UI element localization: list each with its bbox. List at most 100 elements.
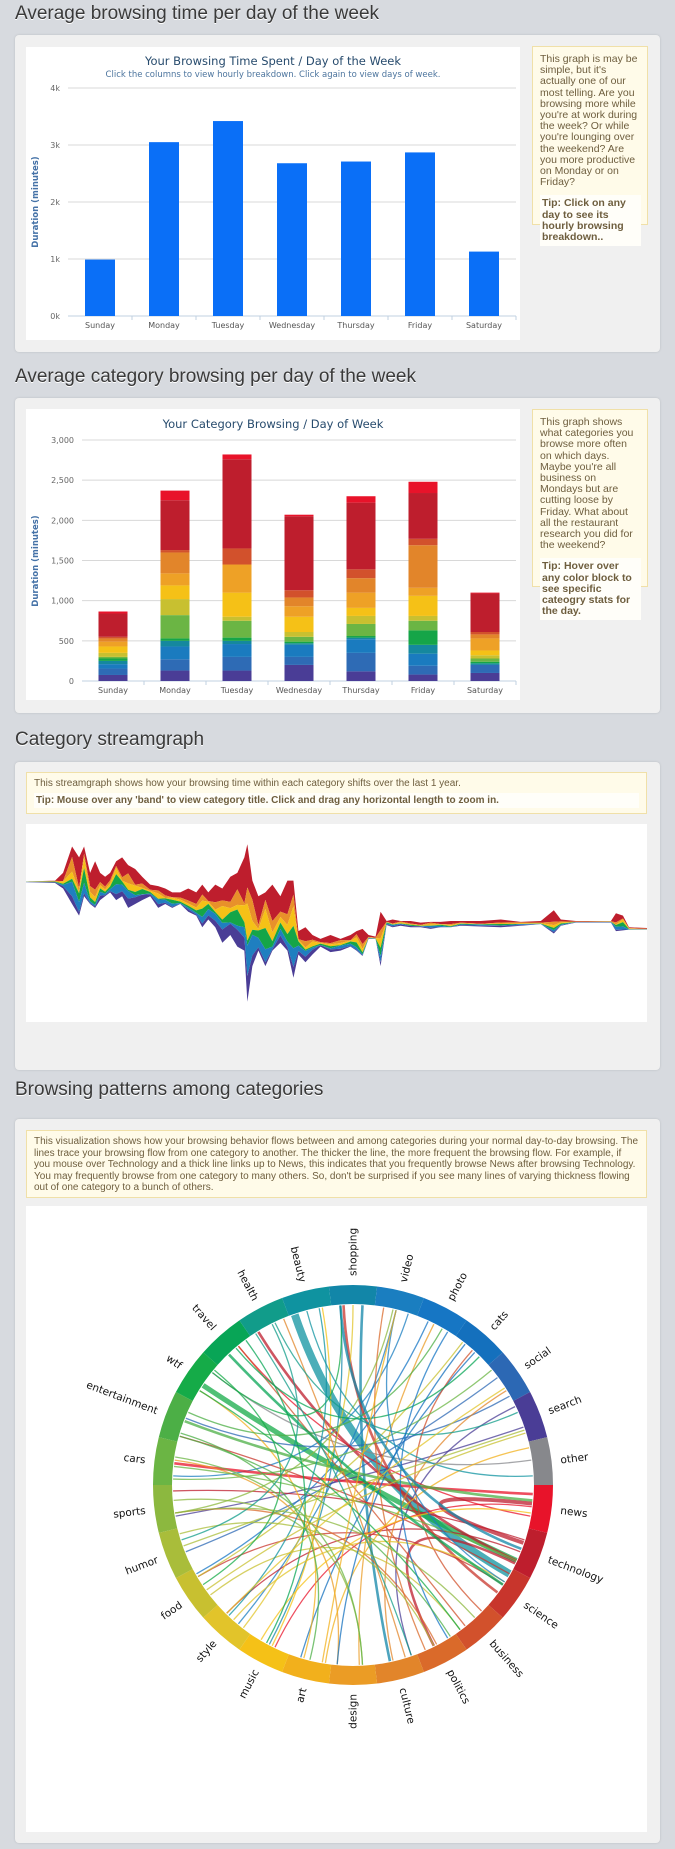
chord-link[interactable] [339, 1305, 522, 1551]
bar-segment-science[interactable] [408, 538, 438, 546]
chord-group-video[interactable] [374, 1286, 424, 1316]
chord-link[interactable] [173, 1313, 409, 1478]
chord-link[interactable] [181, 1323, 299, 1541]
chord-group-humor[interactable] [158, 1528, 193, 1578]
chord-link[interactable] [175, 1507, 476, 1619]
chord-link[interactable] [237, 1345, 531, 1517]
bar-segment-search[interactable] [284, 664, 314, 681]
bar-segment-food[interactable] [346, 615, 376, 624]
bar-segment-science[interactable] [222, 548, 252, 565]
bar-segment-design[interactable] [408, 587, 438, 596]
chord-group-culture[interactable] [374, 1654, 424, 1684]
chord-label-music[interactable]: music [237, 1667, 262, 1700]
bar-segment-art[interactable] [346, 607, 376, 616]
bar-segment-design[interactable] [284, 606, 314, 617]
bar-segment-design[interactable] [470, 638, 500, 651]
chord-label-beauty[interactable]: beauty [288, 1245, 308, 1283]
chord-link[interactable] [228, 1308, 328, 1616]
bar-segment-art[interactable] [470, 650, 500, 656]
bar-segment-news[interactable] [470, 592, 500, 594]
bar-monday[interactable] [149, 142, 179, 316]
bar-segment-social[interactable] [408, 665, 438, 675]
chord-group-music[interactable] [239, 1633, 289, 1673]
chord-group-style[interactable] [203, 1605, 251, 1650]
chord-label-search[interactable]: search [547, 1394, 584, 1418]
bar-segment-design[interactable] [346, 592, 376, 608]
bar-thursday[interactable] [341, 161, 371, 316]
chord-label-photo[interactable]: photo [445, 1271, 470, 1303]
chord-link[interactable] [173, 1465, 517, 1562]
bar-segment-social[interactable] [470, 664, 500, 673]
chord-link[interactable] [405, 1536, 516, 1647]
bar-segment-social[interactable] [284, 656, 314, 665]
chord-link[interactable] [271, 1307, 332, 1647]
chord-link[interactable] [180, 1432, 320, 1660]
bar-segment-news[interactable] [346, 496, 376, 503]
bar-segment-science[interactable] [284, 590, 314, 598]
chord-label-shopping[interactable]: shopping [348, 1228, 360, 1276]
bar-segment-news[interactable] [408, 481, 438, 494]
chord-link[interactable] [242, 1304, 354, 1629]
bar-segment-shopping[interactable] [470, 663, 500, 665]
chord-group-social[interactable] [488, 1352, 531, 1401]
streamgraph[interactable] [26, 824, 647, 1022]
chord-group-cars[interactable] [153, 1437, 178, 1485]
bar-segment-cats[interactable] [160, 646, 190, 660]
bar-segment-cats[interactable] [98, 664, 128, 669]
chord-link[interactable] [395, 1406, 516, 1656]
chord-link[interactable] [226, 1387, 505, 1614]
chord-link[interactable] [324, 1447, 530, 1663]
chord-group-health[interactable] [239, 1297, 289, 1337]
chord-link[interactable] [210, 1546, 461, 1631]
chord-group-cats[interactable] [455, 1320, 503, 1365]
chord-link[interactable] [183, 1429, 525, 1547]
chord-diagram[interactable]: shopping video photo cats social search other n… [26, 1206, 647, 1832]
bar-segment-shopping[interactable] [408, 644, 438, 654]
bar-segment-shopping[interactable] [98, 660, 128, 665]
chord-link[interactable] [306, 1310, 533, 1478]
chord-label-politics[interactable]: politics [444, 1668, 472, 1707]
chord-label-entertainment[interactable]: entertainment [85, 1379, 160, 1417]
chord-group-search[interactable] [513, 1392, 548, 1442]
bar-segment-news[interactable] [284, 514, 314, 517]
chord-group-news[interactable] [528, 1485, 554, 1533]
bar-segment-art[interactable] [98, 646, 128, 653]
bar-segment-sports[interactable] [346, 623, 376, 637]
chord-label-art[interactable]: art [294, 1687, 309, 1704]
bar-segment-sports[interactable] [98, 656, 128, 659]
chord-link[interactable] [179, 1521, 435, 1647]
bar-segment-search[interactable] [222, 670, 252, 681]
bar-segment-travel[interactable] [98, 658, 128, 661]
bar-saturday[interactable] [469, 251, 499, 316]
chord-group-art[interactable] [282, 1654, 332, 1684]
chord-link[interactable] [228, 1353, 504, 1586]
bar-segment-technology[interactable] [222, 459, 252, 549]
bar-segment-art[interactable] [160, 585, 190, 600]
bar-segment-food[interactable] [408, 615, 438, 621]
chord-link[interactable] [184, 1419, 533, 1502]
bar-segment-travel[interactable] [160, 638, 190, 641]
chord-link[interactable] [373, 1307, 426, 1651]
bar-segment-news[interactable] [160, 490, 190, 501]
chord-label-social[interactable]: social [522, 1345, 553, 1372]
chord-link[interactable] [260, 1508, 531, 1641]
chord-label-health[interactable]: health [235, 1268, 261, 1303]
bar-segment-sports[interactable] [408, 620, 438, 631]
bar-segment-search[interactable] [408, 674, 438, 681]
bar-segment-search[interactable] [98, 674, 128, 681]
chord-link[interactable] [233, 1540, 505, 1621]
chord-label-culture[interactable]: culture [397, 1687, 417, 1725]
chord-link[interactable] [175, 1426, 524, 1517]
chord-label-style[interactable]: style [194, 1638, 220, 1665]
chord-label-sports[interactable]: sports [113, 1505, 147, 1521]
bar-segment-technology[interactable] [284, 516, 314, 591]
bar-friday[interactable] [405, 152, 435, 316]
bar-segment-sports[interactable] [284, 636, 314, 642]
chord-link[interactable] [173, 1369, 493, 1481]
bar-sunday[interactable] [85, 259, 115, 316]
bar-segment-social[interactable] [346, 652, 376, 672]
chord-group-food[interactable] [175, 1569, 218, 1618]
bar-segment-news[interactable] [222, 454, 252, 460]
bar-segment-cats[interactable] [408, 653, 438, 666]
bar-segment-art[interactable] [222, 592, 252, 617]
